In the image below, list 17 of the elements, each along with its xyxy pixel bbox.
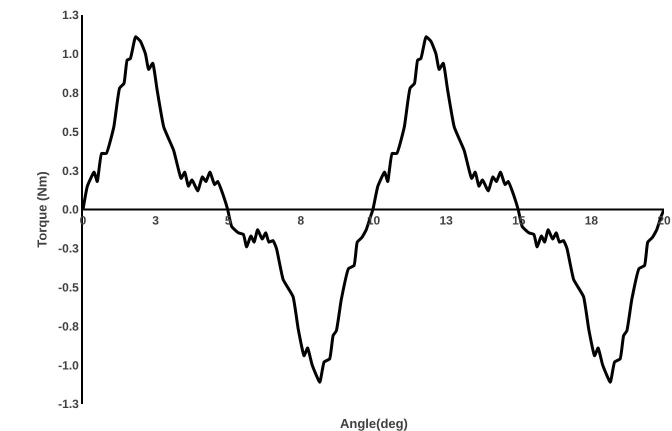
- x-tick-label: 18: [584, 214, 598, 228]
- y-tick-label: 1.3: [62, 8, 80, 22]
- y-tick-label: 0.3: [62, 164, 80, 178]
- x-tick-label: 8: [298, 214, 305, 228]
- y-tick-label: -0.5: [58, 280, 80, 294]
- y-tick-label: -1.0: [58, 358, 80, 372]
- y-tick-label: -1.3: [58, 397, 80, 412]
- y-tick-label: 0.8: [62, 86, 80, 100]
- x-axis-title: Angle(deg): [340, 416, 408, 431]
- x-tick-label: 3: [152, 214, 160, 228]
- x-tick-label: 13: [439, 214, 454, 228]
- y-axis-title: Torque (Nm): [34, 171, 50, 248]
- y-tick-label: 0.0: [62, 202, 80, 217]
- y-tick-label: 0.5: [62, 124, 80, 139]
- y-tick-label: -0.8: [58, 319, 80, 334]
- y-tick-label: -0.3: [58, 242, 80, 256]
- y-tick-label: 1.0: [62, 47, 80, 62]
